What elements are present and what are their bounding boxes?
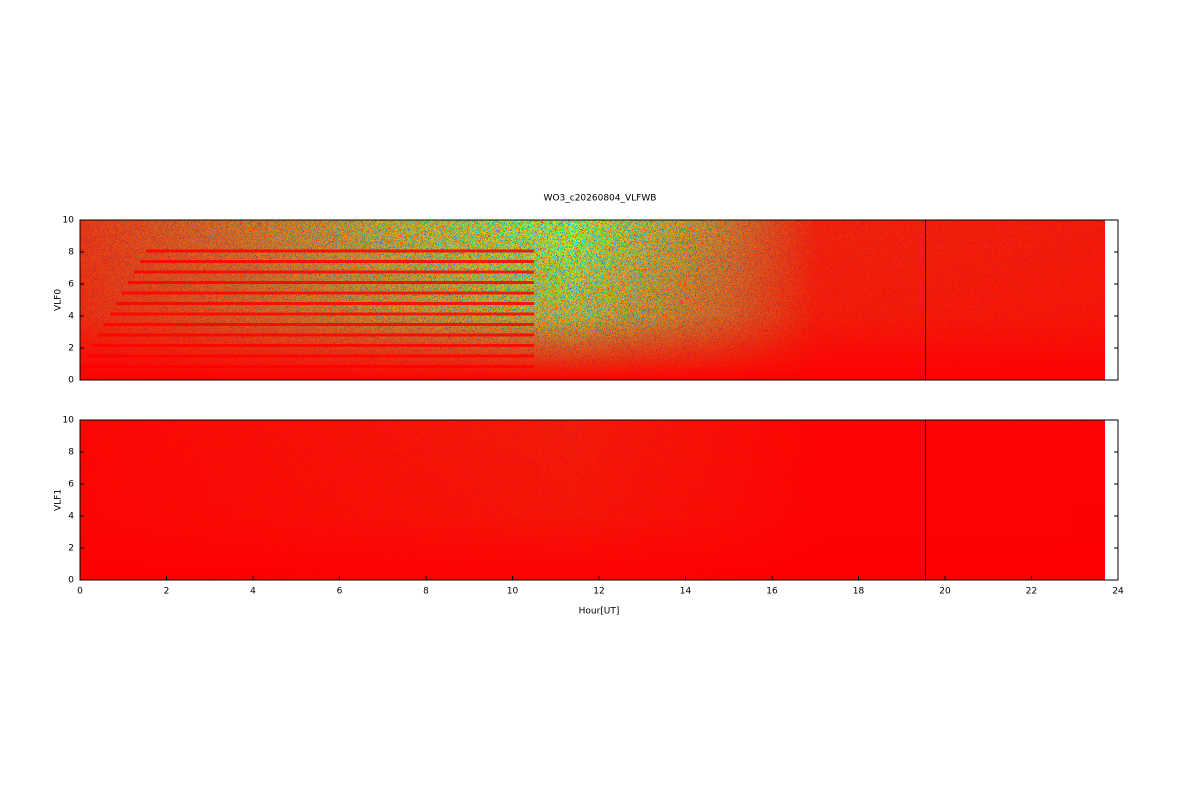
heatmap-stripe xyxy=(92,344,535,347)
y-tick-label: 6 xyxy=(68,280,74,290)
x-tick-label: 6 xyxy=(337,587,343,597)
x-axis-label: Hour[UT] xyxy=(579,607,620,617)
x-tick-label: 4 xyxy=(250,587,256,597)
y-tick-label: 2 xyxy=(68,544,74,554)
y-tick-label: 0 xyxy=(68,376,74,386)
heatmap-stripe xyxy=(110,312,535,316)
heatmap-texture xyxy=(80,220,1106,380)
y-axis-label: VLF0 xyxy=(54,289,64,311)
heatmap-stripe xyxy=(134,270,535,274)
heatmap-stripe xyxy=(104,323,535,326)
heatmap-noise xyxy=(80,420,1106,580)
heatmap-stripe xyxy=(122,291,535,295)
heatmap-stripe xyxy=(80,365,535,368)
heatmap-stripe xyxy=(86,354,535,358)
x-tick-label: 22 xyxy=(1026,587,1037,597)
y-axis-label: VLF1 xyxy=(54,489,64,511)
y-tick-label: 10 xyxy=(63,216,75,226)
x-tick-label: 16 xyxy=(766,587,778,597)
y-tick-label: 4 xyxy=(68,512,74,522)
x-tick-label: 18 xyxy=(853,587,865,597)
heatmap-texture xyxy=(80,420,1106,580)
x-tick-label: 12 xyxy=(593,587,604,597)
x-tick-label: 10 xyxy=(507,587,519,597)
x-tick-label: 14 xyxy=(680,587,692,597)
plot-frame xyxy=(79,219,1119,381)
chart-title: WO3_c20260804_VLFWB xyxy=(544,194,657,204)
heatmap-stripe xyxy=(98,333,535,337)
heatmap-stripe xyxy=(140,260,535,263)
x-tick-label: 24 xyxy=(1112,587,1124,597)
y-tick-label: 0 xyxy=(68,576,74,586)
y-tick-label: 8 xyxy=(68,248,74,258)
x-tick-label: 0 xyxy=(77,587,83,597)
heatmap-noise xyxy=(80,220,1106,380)
y-tick-label: 8 xyxy=(68,448,74,458)
heatmap-stripe xyxy=(128,281,535,284)
y-tick-label: 10 xyxy=(63,416,75,426)
x-tick-label: 20 xyxy=(939,587,951,597)
y-tick-label: 4 xyxy=(68,312,74,322)
heatmap-texture xyxy=(80,220,1106,380)
heatmap-texture xyxy=(80,420,1106,580)
heatmap-stripe xyxy=(146,249,535,253)
y-tick-label: 2 xyxy=(68,344,74,354)
x-tick-label: 2 xyxy=(164,587,170,597)
heatmap-stripe xyxy=(116,302,535,305)
x-tick-label: 8 xyxy=(423,587,429,597)
y-tick-label: 6 xyxy=(68,480,74,490)
